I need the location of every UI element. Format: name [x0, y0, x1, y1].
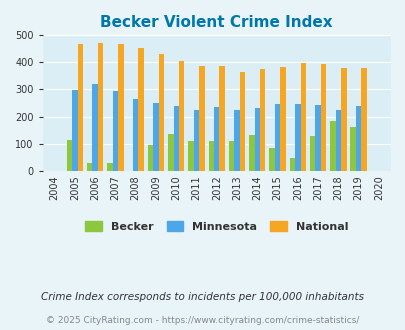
Bar [234, 110, 239, 171]
Text: © 2025 CityRating.com - https://www.cityrating.com/crime-statistics/: © 2025 CityRating.com - https://www.city… [46, 316, 359, 325]
Bar [248, 136, 254, 171]
Bar [254, 108, 259, 171]
Bar [77, 44, 83, 171]
Bar [208, 141, 213, 171]
Bar [219, 66, 224, 171]
Bar [66, 140, 72, 171]
Bar [274, 104, 279, 171]
Bar [239, 72, 245, 171]
Bar [259, 69, 265, 171]
Bar [92, 84, 98, 171]
Bar [320, 64, 326, 171]
Bar [133, 99, 138, 171]
Bar [87, 163, 92, 171]
Bar [355, 106, 360, 171]
Bar [173, 106, 179, 171]
Bar [199, 66, 204, 171]
Bar [147, 146, 153, 171]
Bar [294, 104, 300, 171]
Bar [168, 134, 173, 171]
Bar [300, 63, 305, 171]
Bar [193, 110, 199, 171]
Bar [118, 44, 124, 171]
Title: Becker Violent Crime Index: Becker Violent Crime Index [100, 15, 332, 30]
Bar [309, 136, 315, 171]
Bar [269, 148, 274, 171]
Bar [72, 90, 77, 171]
Bar [360, 68, 366, 171]
Bar [179, 61, 184, 171]
Text: Crime Index corresponds to incidents per 100,000 inhabitants: Crime Index corresponds to incidents per… [41, 292, 364, 302]
Bar [107, 163, 113, 171]
Bar [228, 141, 234, 171]
Bar [335, 110, 340, 171]
Bar [113, 91, 118, 171]
Bar [138, 48, 144, 171]
Bar [153, 103, 158, 171]
Legend: Becker, Minnesota, National: Becker, Minnesota, National [80, 217, 352, 237]
Bar [289, 158, 294, 171]
Bar [329, 120, 335, 171]
Bar [188, 141, 193, 171]
Bar [98, 43, 103, 171]
Bar [350, 126, 355, 171]
Bar [213, 107, 219, 171]
Bar [340, 68, 346, 171]
Bar [158, 54, 164, 171]
Bar [279, 67, 285, 171]
Bar [315, 105, 320, 171]
